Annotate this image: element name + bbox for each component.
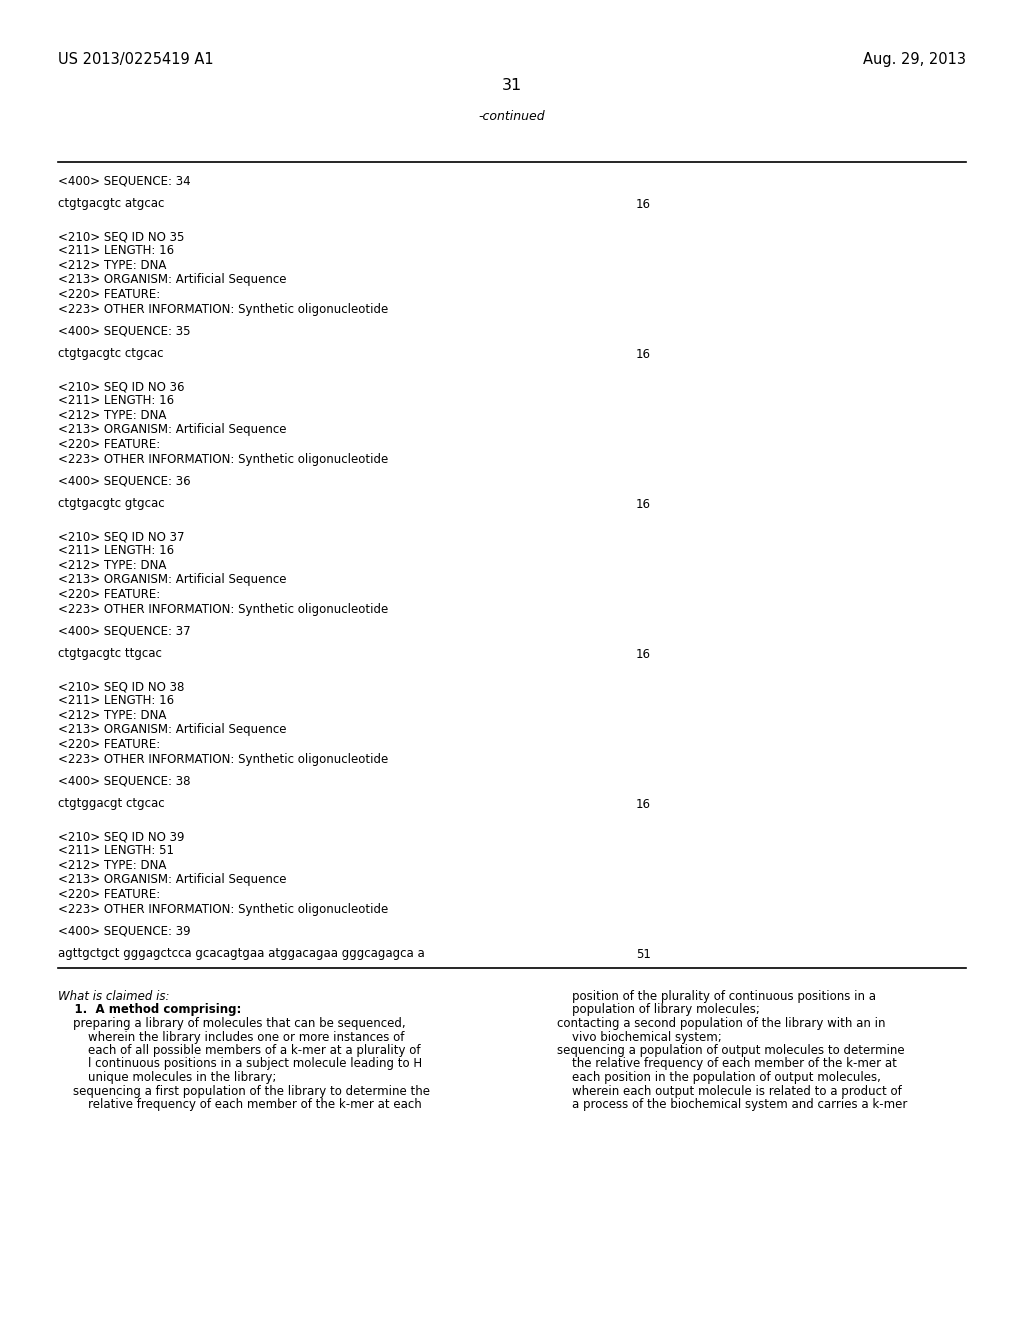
Text: <210> SEQ ID NO 35: <210> SEQ ID NO 35 — [58, 230, 184, 243]
Text: <220> FEATURE:: <220> FEATURE: — [58, 888, 160, 902]
Text: <210> SEQ ID NO 37: <210> SEQ ID NO 37 — [58, 531, 184, 543]
Text: What is claimed is:: What is claimed is: — [58, 990, 170, 1003]
Text: 16: 16 — [636, 347, 651, 360]
Text: 16: 16 — [636, 198, 651, 210]
Text: <400> SEQUENCE: 36: <400> SEQUENCE: 36 — [58, 475, 190, 488]
Text: <223> OTHER INFORMATION: Synthetic oligonucleotide: <223> OTHER INFORMATION: Synthetic oligo… — [58, 302, 388, 315]
Text: wherein the library includes one or more instances of: wherein the library includes one or more… — [58, 1031, 404, 1044]
Text: vivo biochemical system;: vivo biochemical system; — [542, 1031, 722, 1044]
Text: <400> SEQUENCE: 35: <400> SEQUENCE: 35 — [58, 325, 190, 338]
Text: <210> SEQ ID NO 38: <210> SEQ ID NO 38 — [58, 680, 184, 693]
Text: <400> SEQUENCE: 34: <400> SEQUENCE: 34 — [58, 176, 190, 187]
Text: <213> ORGANISM: Artificial Sequence: <213> ORGANISM: Artificial Sequence — [58, 573, 287, 586]
Text: <210> SEQ ID NO 36: <210> SEQ ID NO 36 — [58, 380, 184, 393]
Text: <213> ORGANISM: Artificial Sequence: <213> ORGANISM: Artificial Sequence — [58, 273, 287, 286]
Text: unique molecules in the library;: unique molecules in the library; — [58, 1071, 276, 1084]
Text: <220> FEATURE:: <220> FEATURE: — [58, 587, 160, 601]
Text: each of all possible members of a k-mer at a plurality of: each of all possible members of a k-mer … — [58, 1044, 421, 1057]
Text: <212> TYPE: DNA: <212> TYPE: DNA — [58, 558, 166, 572]
Text: position of the plurality of continuous positions in a: position of the plurality of continuous … — [542, 990, 876, 1003]
Text: <212> TYPE: DNA: <212> TYPE: DNA — [58, 709, 166, 722]
Text: relative frequency of each member of the k-mer at each: relative frequency of each member of the… — [58, 1098, 422, 1111]
Text: -continued: -continued — [478, 110, 546, 123]
Text: <223> OTHER INFORMATION: Synthetic oligonucleotide: <223> OTHER INFORMATION: Synthetic oligo… — [58, 752, 388, 766]
Text: <400> SEQUENCE: 38: <400> SEQUENCE: 38 — [58, 775, 190, 788]
Text: each position in the population of output molecules,: each position in the population of outpu… — [542, 1071, 881, 1084]
Text: <223> OTHER INFORMATION: Synthetic oligonucleotide: <223> OTHER INFORMATION: Synthetic oligo… — [58, 602, 388, 615]
Text: <211> LENGTH: 16: <211> LENGTH: 16 — [58, 544, 174, 557]
Text: ctgtgacgtc atgcac: ctgtgacgtc atgcac — [58, 198, 165, 210]
Text: a process of the biochemical system and carries a k-mer: a process of the biochemical system and … — [542, 1098, 907, 1111]
Text: <220> FEATURE:: <220> FEATURE: — [58, 738, 160, 751]
Text: <213> ORGANISM: Artificial Sequence: <213> ORGANISM: Artificial Sequence — [58, 723, 287, 737]
Text: ctgtggacgt ctgcac: ctgtggacgt ctgcac — [58, 797, 165, 810]
Text: population of library molecules;: population of library molecules; — [542, 1003, 760, 1016]
Text: 16: 16 — [636, 648, 651, 660]
Text: sequencing a first population of the library to determine the: sequencing a first population of the lib… — [58, 1085, 430, 1097]
Text: agttgctgct gggagctcca gcacagtgaa atggacagaa gggcagagca a: agttgctgct gggagctcca gcacagtgaa atggaca… — [58, 948, 425, 961]
Text: ctgtgacgtc gtgcac: ctgtgacgtc gtgcac — [58, 498, 165, 511]
Text: <223> OTHER INFORMATION: Synthetic oligonucleotide: <223> OTHER INFORMATION: Synthetic oligo… — [58, 453, 388, 466]
Text: <212> TYPE: DNA: <212> TYPE: DNA — [58, 859, 166, 873]
Text: <223> OTHER INFORMATION: Synthetic oligonucleotide: <223> OTHER INFORMATION: Synthetic oligo… — [58, 903, 388, 916]
Text: 51: 51 — [636, 948, 651, 961]
Text: ctgtgacgtc ttgcac: ctgtgacgtc ttgcac — [58, 648, 162, 660]
Text: 16: 16 — [636, 498, 651, 511]
Text: 16: 16 — [636, 797, 651, 810]
Text: 31: 31 — [502, 78, 522, 92]
Text: <213> ORGANISM: Artificial Sequence: <213> ORGANISM: Artificial Sequence — [58, 424, 287, 437]
Text: <211> LENGTH: 16: <211> LENGTH: 16 — [58, 395, 174, 408]
Text: <210> SEQ ID NO 39: <210> SEQ ID NO 39 — [58, 830, 184, 843]
Text: wherein each output molecule is related to a product of: wherein each output molecule is related … — [542, 1085, 902, 1097]
Text: the relative frequency of each member of the k-mer at: the relative frequency of each member of… — [542, 1057, 897, 1071]
Text: ctgtgacgtc ctgcac: ctgtgacgtc ctgcac — [58, 347, 164, 360]
Text: <400> SEQUENCE: 39: <400> SEQUENCE: 39 — [58, 925, 190, 939]
Text: sequencing a population of output molecules to determine: sequencing a population of output molecu… — [542, 1044, 904, 1057]
Text: <212> TYPE: DNA: <212> TYPE: DNA — [58, 259, 166, 272]
Text: US 2013/0225419 A1: US 2013/0225419 A1 — [58, 51, 214, 67]
Text: <211> LENGTH: 16: <211> LENGTH: 16 — [58, 694, 174, 708]
Text: <400> SEQUENCE: 37: <400> SEQUENCE: 37 — [58, 624, 190, 638]
Text: <213> ORGANISM: Artificial Sequence: <213> ORGANISM: Artificial Sequence — [58, 874, 287, 887]
Text: contacting a second population of the library with an in: contacting a second population of the li… — [542, 1016, 886, 1030]
Text: <220> FEATURE:: <220> FEATURE: — [58, 288, 160, 301]
Text: <212> TYPE: DNA: <212> TYPE: DNA — [58, 409, 166, 422]
Text: l continuous positions in a subject molecule leading to H: l continuous positions in a subject mole… — [58, 1057, 422, 1071]
Text: <211> LENGTH: 16: <211> LENGTH: 16 — [58, 244, 174, 257]
Text: Aug. 29, 2013: Aug. 29, 2013 — [863, 51, 966, 67]
Text: <211> LENGTH: 51: <211> LENGTH: 51 — [58, 845, 174, 858]
Text: preparing a library of molecules that can be sequenced,: preparing a library of molecules that ca… — [58, 1016, 406, 1030]
Text: <220> FEATURE:: <220> FEATURE: — [58, 438, 160, 451]
Text: 1.  A method comprising:: 1. A method comprising: — [58, 1003, 242, 1016]
